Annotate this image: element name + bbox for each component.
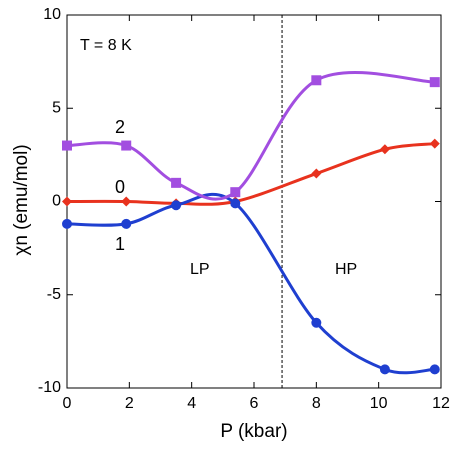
y-tick-label: 5: [52, 99, 61, 116]
y-axis-label: χn (emu/mol): [11, 144, 32, 255]
marker: [230, 198, 241, 209]
y-tick-label: 0: [52, 193, 61, 210]
x-tick-label: 4: [187, 395, 196, 412]
marker: [121, 140, 132, 151]
series-label: 0: [115, 177, 125, 197]
marker: [311, 317, 322, 328]
series-label: 2: [115, 117, 125, 137]
x-tick-label: 6: [250, 395, 259, 412]
marker: [230, 187, 241, 198]
x-tick-label: 2: [125, 395, 134, 412]
marker: [311, 168, 322, 179]
annotation: T = 8 K: [80, 37, 132, 54]
marker: [62, 218, 72, 229]
marker: [311, 75, 322, 86]
marker: [379, 364, 390, 375]
marker: [379, 144, 390, 155]
y-tick-label: 10: [43, 6, 61, 23]
marker: [429, 138, 440, 149]
marker: [429, 364, 440, 375]
annotation: LP: [190, 261, 210, 278]
marker: [121, 218, 132, 229]
marker: [62, 140, 72, 151]
marker: [171, 177, 182, 188]
y-tick-label: -10: [38, 379, 61, 396]
marker: [62, 196, 72, 207]
x-tick-label: 0: [63, 395, 72, 412]
x-tick-label: 12: [432, 395, 450, 412]
annotation: HP: [335, 261, 357, 278]
series-label: 1: [115, 234, 125, 254]
x-tick-label: 10: [370, 395, 388, 412]
marker: [121, 196, 132, 207]
marker: [429, 77, 440, 88]
x-tick-label: 8: [312, 395, 321, 412]
x-axis-label: P (kbar): [220, 421, 287, 442]
y-tick-label: -5: [47, 286, 61, 303]
marker: [171, 200, 182, 211]
